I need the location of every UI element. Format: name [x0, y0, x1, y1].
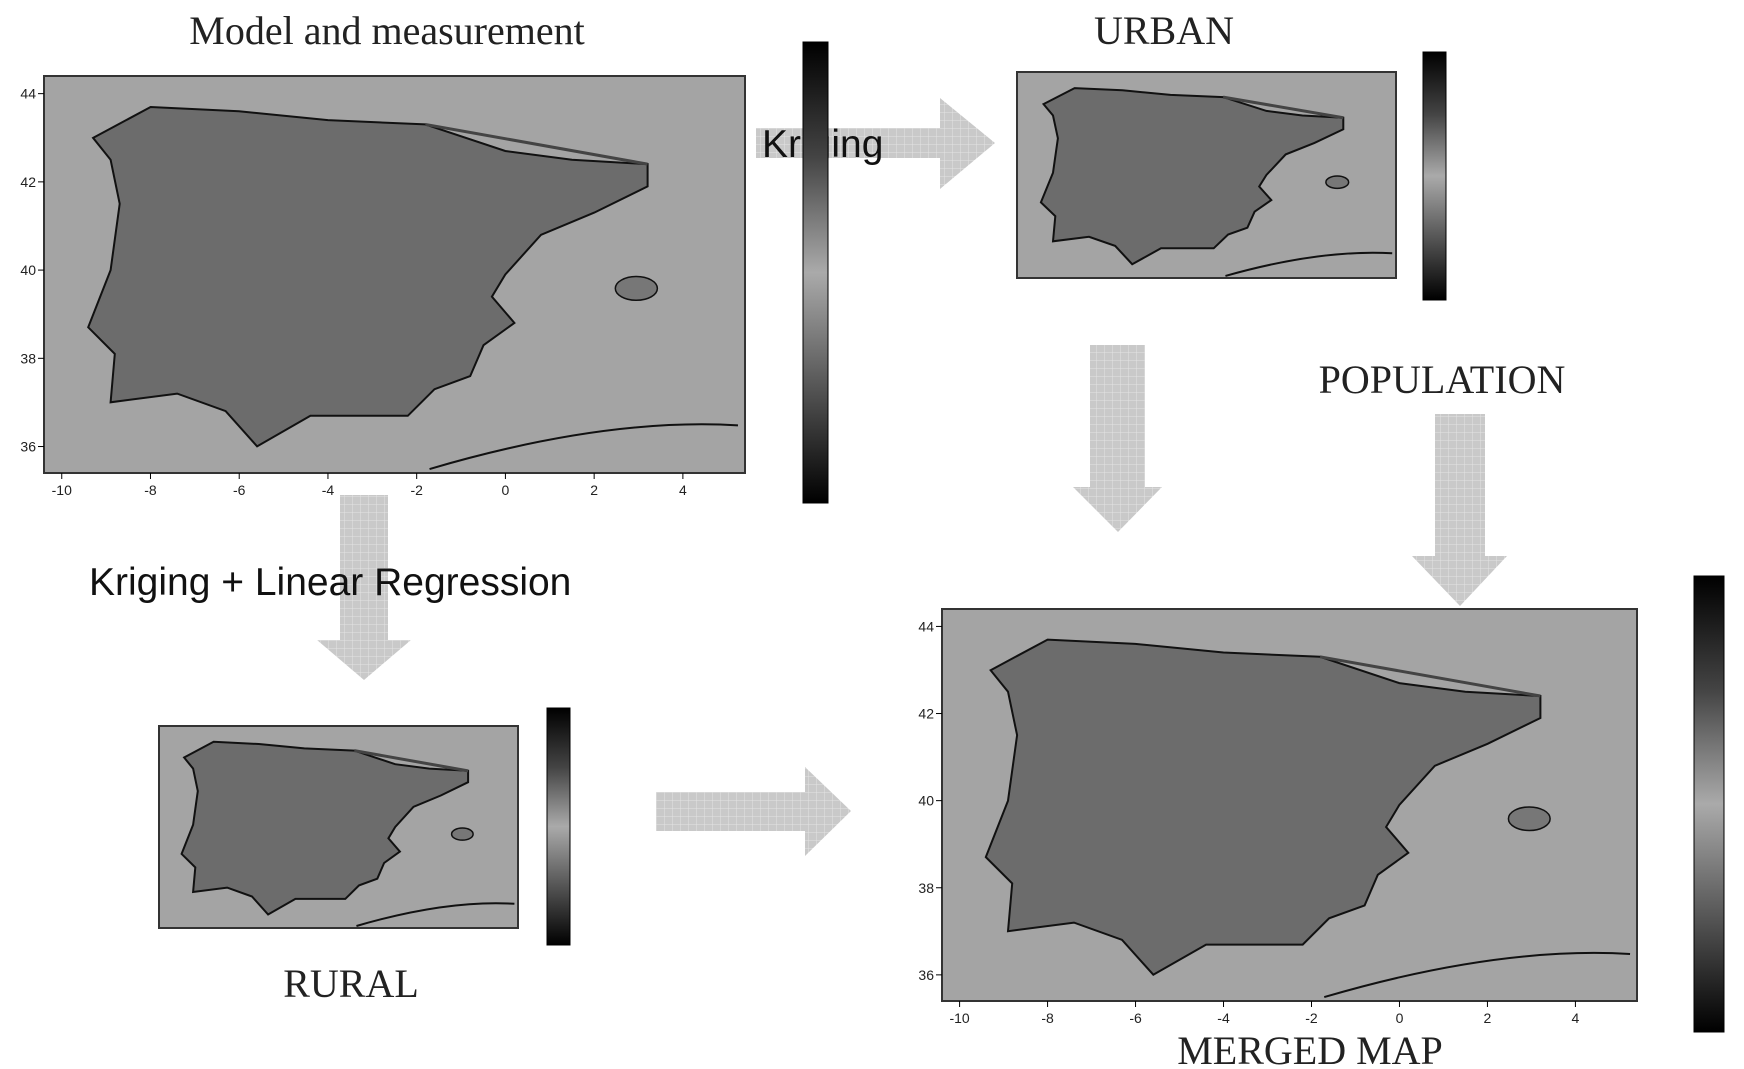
x-tick-label: -6 [1129, 1010, 1142, 1026]
colorbar [1423, 52, 1446, 300]
y-tick-label: 38 [918, 880, 934, 896]
colorbar [547, 708, 570, 945]
x-tick-label: 2 [1484, 1010, 1492, 1026]
y-tick-label: 36 [918, 967, 934, 983]
x-tick-label: 4 [1572, 1010, 1580, 1026]
map-title: MERGED MAP [1177, 1028, 1443, 1069]
x-tick-label: 0 [502, 482, 510, 498]
island [615, 276, 657, 300]
diagram: Kriging Kriging + Linear Regression POPU… [0, 0, 1744, 1069]
x-tick-label: 2 [590, 482, 598, 498]
x-tick-label: -10 [949, 1010, 969, 1026]
label: POPULATION [1319, 357, 1566, 402]
y-tick-label: 38 [20, 350, 36, 366]
colorbar [1694, 576, 1724, 1032]
arrow-down [1073, 345, 1162, 532]
y-tick-label: 40 [918, 793, 934, 809]
x-tick-label: -4 [1217, 1010, 1230, 1026]
x-tick-label: -6 [233, 482, 246, 498]
x-tick-label: -2 [1305, 1010, 1318, 1026]
x-tick-label: -4 [322, 482, 335, 498]
x-tick-label: -8 [144, 482, 157, 498]
y-tick-label: 44 [918, 618, 934, 634]
arrow-right [656, 767, 851, 856]
x-tick-label: -10 [52, 482, 72, 498]
x-tick-label: -8 [1041, 1010, 1054, 1026]
y-tick-label: 36 [20, 439, 36, 455]
x-tick-label: -2 [410, 482, 423, 498]
x-tick-label: 4 [679, 482, 687, 498]
island [452, 828, 474, 840]
island [1508, 807, 1550, 831]
island [1326, 176, 1349, 188]
y-tick-label: 42 [918, 706, 934, 722]
y-tick-label: 44 [20, 86, 36, 102]
x-tick-label: 0 [1396, 1010, 1404, 1026]
map-title: Model and measurement [189, 8, 584, 53]
arrow-label: Kriging + Linear Regression [89, 561, 571, 604]
y-tick-label: 42 [20, 174, 36, 190]
colorbar [803, 42, 828, 503]
map-title: URBAN [1094, 8, 1234, 53]
y-tick-label: 40 [20, 262, 36, 278]
map-title: RURAL [283, 961, 419, 1006]
arrow-down [1412, 414, 1507, 606]
